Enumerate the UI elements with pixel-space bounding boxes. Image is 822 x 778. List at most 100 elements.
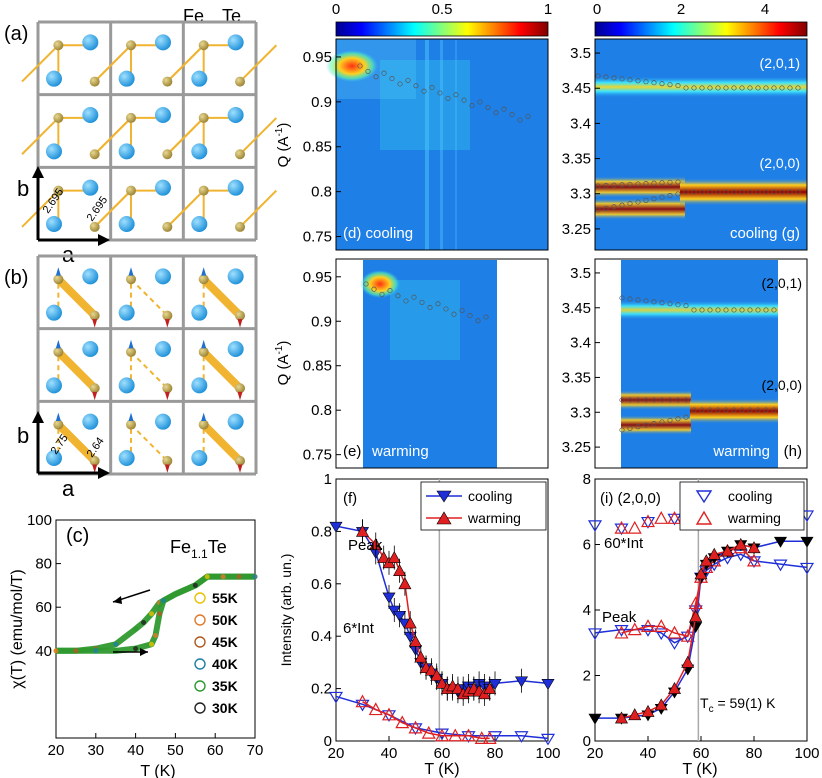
fit-marker [381, 70, 387, 76]
fe-atom [53, 274, 64, 285]
tick-label: 30 [87, 742, 104, 759]
xlabel-i: T (K) [682, 761, 717, 778]
fit-marker [667, 179, 673, 185]
fit-marker [667, 301, 673, 307]
spin-arrow-icon [201, 267, 207, 276]
fe-atom [126, 346, 137, 357]
tick-label: 3.5 [570, 265, 591, 282]
te-atom [45, 377, 62, 394]
fit-marker [619, 295, 625, 301]
fe-atom [53, 185, 64, 196]
panel-d-label: (d) cooling [343, 225, 413, 242]
fe-atom [53, 346, 64, 357]
fit-marker [715, 407, 721, 413]
fit-marker [755, 407, 761, 413]
panel-h: 3.5 3.45 3.4 3.35 3.3 3.25 (2,0,1) (2,0,0) wa… [562, 258, 808, 469]
fe-atom [89, 149, 100, 160]
fe-atom [126, 40, 137, 51]
te-atom [45, 304, 62, 321]
fit-marker [643, 298, 649, 304]
fit-marker [667, 82, 673, 88]
data-point [689, 622, 703, 633]
tick-label: 100 [27, 512, 52, 529]
panel-i: 20 40 60 80 100 0 2 4 6 8 (i) (2,0,0) 60*Int Peak… [583, 471, 820, 778]
fit-marker [763, 189, 769, 195]
fit-marker [363, 281, 369, 287]
legend-i-cooling: cooling [728, 488, 772, 504]
fe-atom [162, 455, 173, 466]
fe-atom [89, 455, 100, 466]
fit-marker [435, 301, 441, 307]
fit-marker [445, 95, 451, 101]
tick-label: 80 [746, 745, 763, 762]
spin-arrow-icon [237, 319, 243, 328]
fit-marker [651, 196, 657, 202]
fit-marker [611, 204, 617, 210]
tick-label: 60 [434, 745, 451, 762]
data-point [640, 514, 656, 528]
fit-marker [467, 313, 473, 319]
spin-arrow-icon [237, 391, 243, 401]
data-point [667, 638, 682, 650]
fit-marker [787, 85, 793, 91]
tick-label: 0.85 [303, 139, 332, 156]
te-atom [82, 107, 99, 124]
legend-cooling-marker-icon [436, 490, 452, 503]
data-point [587, 520, 603, 533]
bonds-b [55, 276, 243, 464]
legend-marker-icon [194, 658, 206, 670]
fit-marker [675, 191, 681, 197]
data-point [773, 536, 788, 548]
fe-atom [89, 221, 100, 232]
colorbar-left-gradient [335, 21, 549, 37]
intensity-plot-f: 20 40 60 80 100 0 0.2 0.4 0.6 0.8 1 [311, 471, 560, 762]
yticks-d: 0.95 0.9 0.85 0.8 0.75 [303, 49, 341, 246]
panel-e-label: (e) [343, 443, 361, 460]
fit-marker [763, 85, 769, 91]
peak-201-label: (2,0,1) [760, 55, 800, 71]
fit-marker [389, 76, 395, 82]
data-point [482, 731, 497, 744]
te-atom [191, 304, 208, 321]
fit-marker [683, 189, 689, 195]
fit-marker [755, 85, 761, 91]
panel-i-label: (i) (2,0,0) [600, 490, 661, 507]
tick-label: 0.85 [303, 358, 332, 375]
panel-c-label: (c) [66, 525, 89, 547]
tick-label: 3.35 [562, 151, 591, 168]
lattice-grid-b [36, 254, 258, 476]
data-point [448, 728, 463, 742]
tick-label: 50 [167, 742, 184, 759]
data-point [488, 679, 502, 690]
fe-atom [126, 419, 137, 430]
bond [93, 189, 132, 228]
fe-atom [89, 76, 100, 87]
panel-f-label: (f) [343, 490, 357, 507]
fit-marker [603, 183, 609, 189]
data-point [699, 554, 713, 567]
tick-label: 40 [35, 643, 52, 660]
arrowhead-a-icon [98, 234, 110, 246]
fit-marker [683, 85, 689, 91]
fe-atom [162, 149, 173, 160]
te-atom [191, 70, 208, 87]
te-atom [227, 179, 244, 196]
data-point [707, 547, 721, 560]
data-point [435, 676, 449, 689]
fit-marker [419, 299, 425, 305]
bond-length-4: 2.64 [85, 435, 107, 459]
fit-marker [731, 407, 737, 413]
data-point [355, 699, 370, 712]
legend-i-warming-marker-icon [695, 510, 713, 525]
data-point [667, 513, 682, 526]
te-atom [118, 377, 135, 394]
legend-f-warming: warming [467, 510, 521, 526]
fit-marker [611, 75, 617, 81]
series-line-cooling [335, 695, 549, 740]
data-point [93, 648, 99, 654]
bond [55, 349, 98, 392]
fit-marker [635, 297, 641, 303]
fit-marker [683, 303, 689, 309]
fe-atom [162, 383, 173, 394]
fit-marker [691, 307, 697, 313]
